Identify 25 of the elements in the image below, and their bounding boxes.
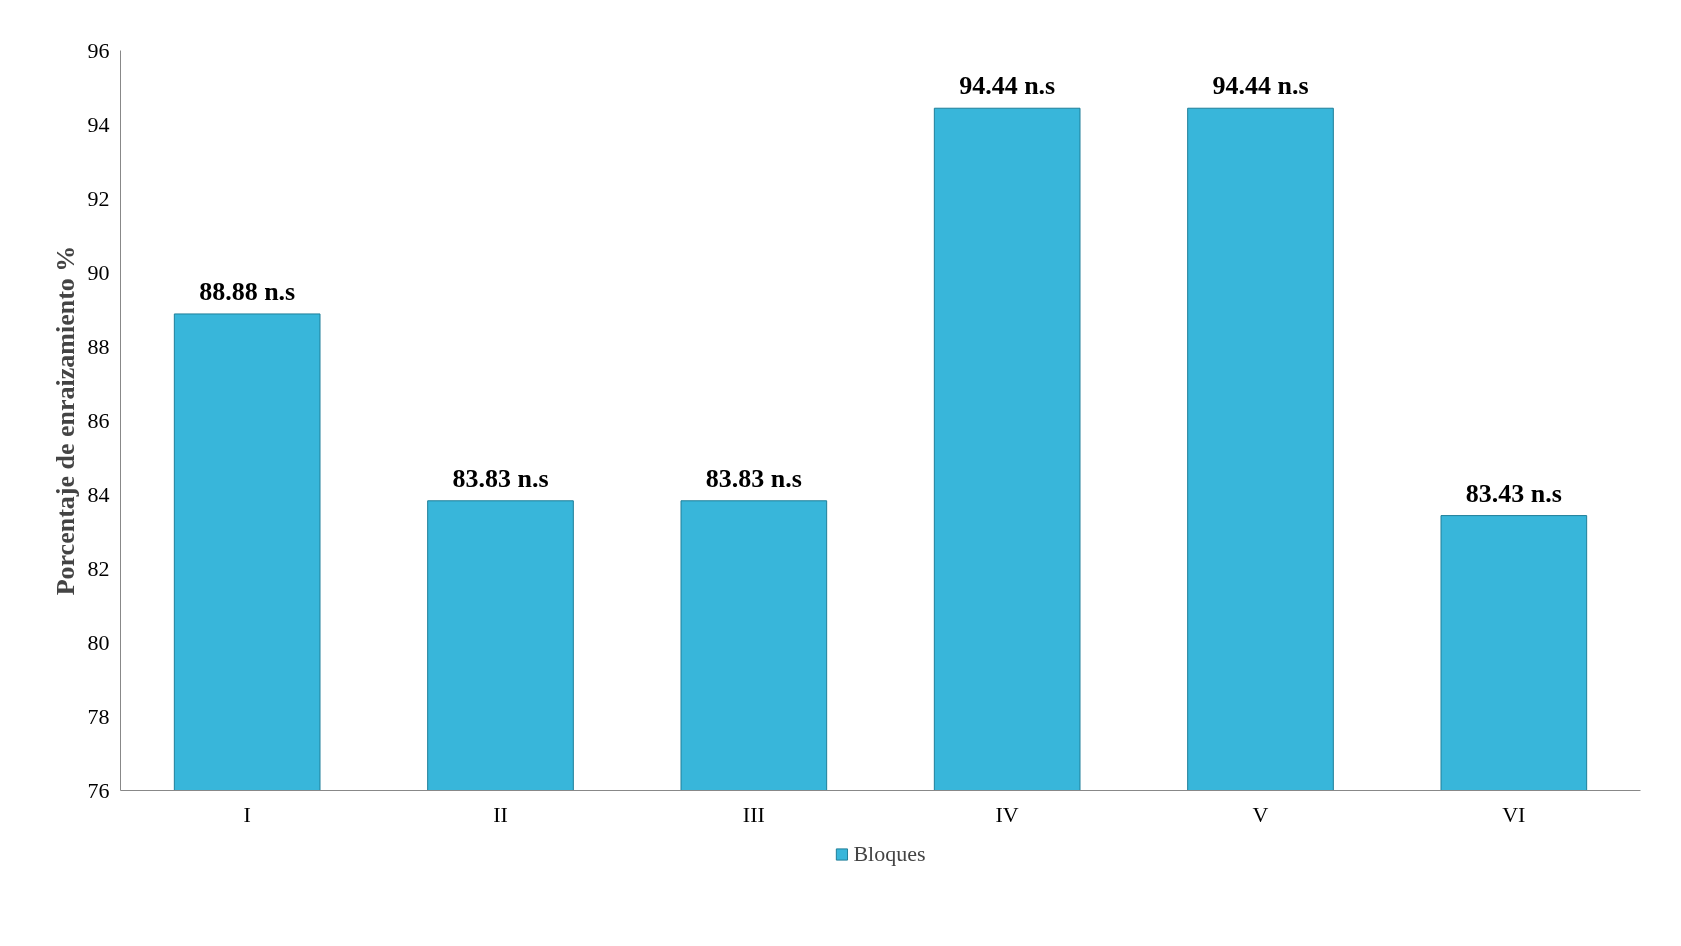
- y-tick-label: 76: [87, 777, 110, 803]
- y-tick-label: 86: [87, 407, 110, 433]
- y-tick-label: 82: [87, 555, 110, 581]
- x-tick-label: V: [1252, 801, 1269, 827]
- y-tick-label: 94: [87, 111, 110, 137]
- y-axis-title: Porcentaje de enraizamiento %: [50, 245, 80, 596]
- x-tick-label: I: [243, 801, 251, 827]
- text: 88.88 n.s: [199, 276, 296, 306]
- text: 94.44 n.s: [1212, 71, 1309, 101]
- text: 83.83 n.s: [705, 463, 802, 493]
- y-tick-label: 96: [87, 37, 110, 63]
- y-tick-label: 90: [87, 259, 110, 285]
- text: 83.43 n.s: [1465, 478, 1562, 508]
- text: 83.83 n.s: [452, 463, 549, 493]
- text: 94.44 n.s: [959, 71, 1056, 101]
- y-tick-label: 92: [87, 185, 110, 211]
- legend-label: Bloques: [853, 841, 926, 867]
- x-tick-label: VI: [1502, 801, 1526, 827]
- x-tick-label: II: [493, 801, 508, 827]
- y-tick-label: 88: [87, 333, 110, 359]
- y-tick-label: 84: [87, 481, 110, 507]
- y-tick-label: 80: [87, 629, 110, 655]
- y-tick-label: 78: [87, 703, 110, 729]
- x-tick-label: IV: [995, 801, 1019, 827]
- x-tick-label: III: [742, 801, 765, 827]
